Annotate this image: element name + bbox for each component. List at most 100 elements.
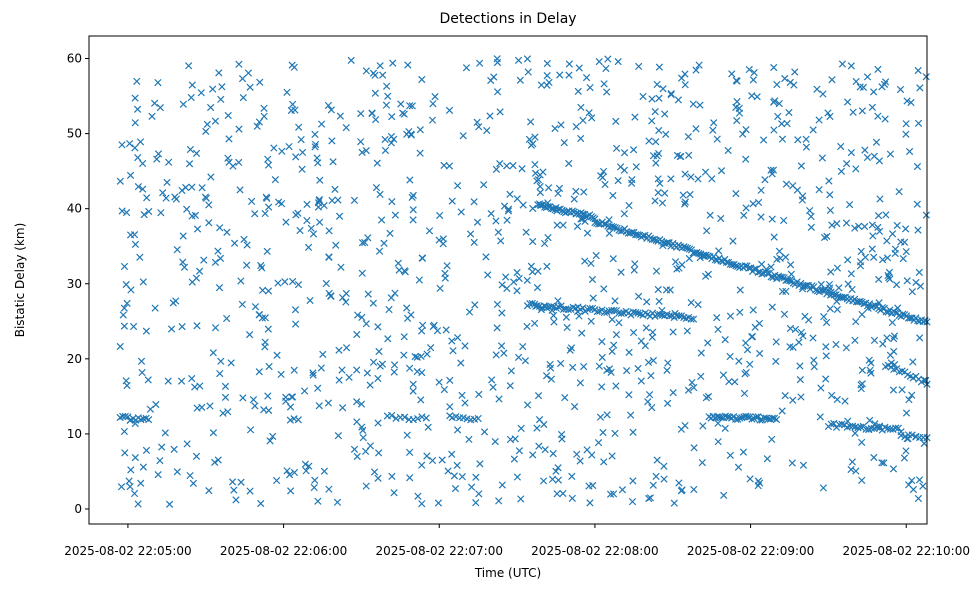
detection-marker bbox=[496, 108, 504, 116]
detection-marker bbox=[553, 490, 561, 498]
detection-marker bbox=[443, 262, 451, 270]
detection-marker bbox=[574, 87, 582, 96]
detection-marker bbox=[159, 189, 167, 197]
x-tick-label: 2025-08-02 22:07:00 bbox=[376, 544, 503, 558]
detection-marker bbox=[500, 349, 508, 357]
detection-marker bbox=[492, 217, 500, 225]
detection-marker bbox=[273, 351, 281, 359]
detection-marker bbox=[301, 460, 310, 468]
detection-marker bbox=[782, 287, 790, 295]
detection-marker bbox=[818, 154, 826, 162]
detection-marker bbox=[748, 92, 756, 100]
detection-marker bbox=[492, 351, 500, 359]
detection-marker bbox=[459, 132, 467, 140]
detection-marker bbox=[205, 486, 213, 495]
detection-marker bbox=[665, 312, 674, 320]
detection-marker bbox=[719, 371, 728, 379]
detection-marker bbox=[843, 98, 852, 106]
detection-marker bbox=[858, 310, 866, 319]
detection-marker bbox=[264, 392, 272, 400]
detection-marker bbox=[644, 358, 653, 367]
detection-marker bbox=[565, 159, 573, 168]
detection-marker bbox=[826, 305, 834, 313]
detection-marker bbox=[906, 314, 914, 322]
detection-marker bbox=[579, 304, 587, 312]
detection-marker bbox=[637, 377, 645, 385]
detection-marker bbox=[207, 173, 215, 181]
detection-marker bbox=[868, 221, 876, 229]
detection-marker bbox=[884, 271, 892, 280]
detection-marker bbox=[903, 97, 911, 105]
detection-marker bbox=[608, 452, 616, 460]
detection-marker bbox=[858, 380, 867, 388]
detection-marker bbox=[801, 312, 809, 321]
detection-marker bbox=[255, 368, 263, 376]
detection-marker bbox=[547, 375, 556, 383]
detection-marker bbox=[445, 162, 454, 170]
detection-marker bbox=[920, 376, 928, 384]
detection-marker bbox=[145, 207, 153, 216]
detection-marker bbox=[847, 62, 855, 70]
detection-marker bbox=[127, 466, 135, 474]
detection-marker bbox=[335, 212, 344, 220]
detection-marker bbox=[484, 271, 492, 279]
detection-marker bbox=[820, 313, 828, 321]
detection-marker bbox=[723, 258, 731, 267]
detection-marker bbox=[315, 218, 324, 226]
detection-marker bbox=[629, 477, 637, 485]
detection-marker bbox=[663, 366, 671, 374]
detection-marker bbox=[738, 414, 746, 422]
detection-marker bbox=[307, 224, 315, 232]
detection-marker bbox=[146, 405, 155, 413]
detection-marker bbox=[870, 152, 878, 160]
detection-marker bbox=[890, 332, 899, 340]
detection-marker bbox=[774, 112, 782, 121]
detection-marker bbox=[768, 170, 776, 178]
detection-marker bbox=[897, 431, 905, 440]
detection-marker bbox=[654, 175, 662, 183]
detection-marker bbox=[652, 472, 660, 481]
detection-marker bbox=[416, 126, 424, 134]
detection-marker bbox=[450, 472, 459, 480]
detection-marker bbox=[732, 262, 740, 270]
detection-marker bbox=[264, 161, 273, 169]
detection-marker bbox=[188, 212, 196, 220]
detection-marker bbox=[126, 139, 134, 148]
detection-marker bbox=[219, 409, 227, 417]
detection-marker bbox=[465, 435, 473, 444]
detection-marker bbox=[697, 349, 705, 357]
detection-marker bbox=[304, 243, 313, 252]
detection-marker bbox=[666, 286, 674, 294]
detection-marker bbox=[690, 444, 698, 452]
detection-marker bbox=[782, 180, 791, 188]
detection-marker bbox=[287, 487, 295, 495]
detection-marker bbox=[302, 467, 310, 475]
y-tick-label: 10 bbox=[67, 427, 82, 441]
detection-marker bbox=[868, 103, 877, 111]
detection-marker bbox=[137, 415, 145, 424]
detection-marker bbox=[416, 149, 424, 157]
detection-marker bbox=[513, 195, 521, 203]
detection-marker bbox=[781, 392, 789, 400]
detection-marker bbox=[188, 81, 196, 89]
detection-marker bbox=[385, 305, 393, 314]
detection-marker bbox=[283, 88, 291, 96]
detection-marker bbox=[503, 284, 511, 293]
detection-marker bbox=[858, 366, 866, 374]
detection-marker bbox=[292, 153, 300, 161]
detection-marker bbox=[350, 445, 359, 454]
detection-marker bbox=[288, 61, 296, 69]
detection-marker bbox=[592, 251, 600, 260]
detection-marker bbox=[681, 70, 689, 78]
detection-marker bbox=[427, 344, 435, 352]
detection-marker bbox=[667, 89, 675, 98]
detection-marker bbox=[600, 285, 608, 293]
detection-marker bbox=[295, 123, 303, 131]
detection-marker bbox=[675, 264, 683, 272]
detection-marker bbox=[334, 431, 342, 440]
detection-marker bbox=[374, 419, 382, 427]
detection-marker bbox=[123, 381, 131, 390]
detection-marker bbox=[717, 214, 725, 223]
detection-marker bbox=[824, 109, 832, 117]
